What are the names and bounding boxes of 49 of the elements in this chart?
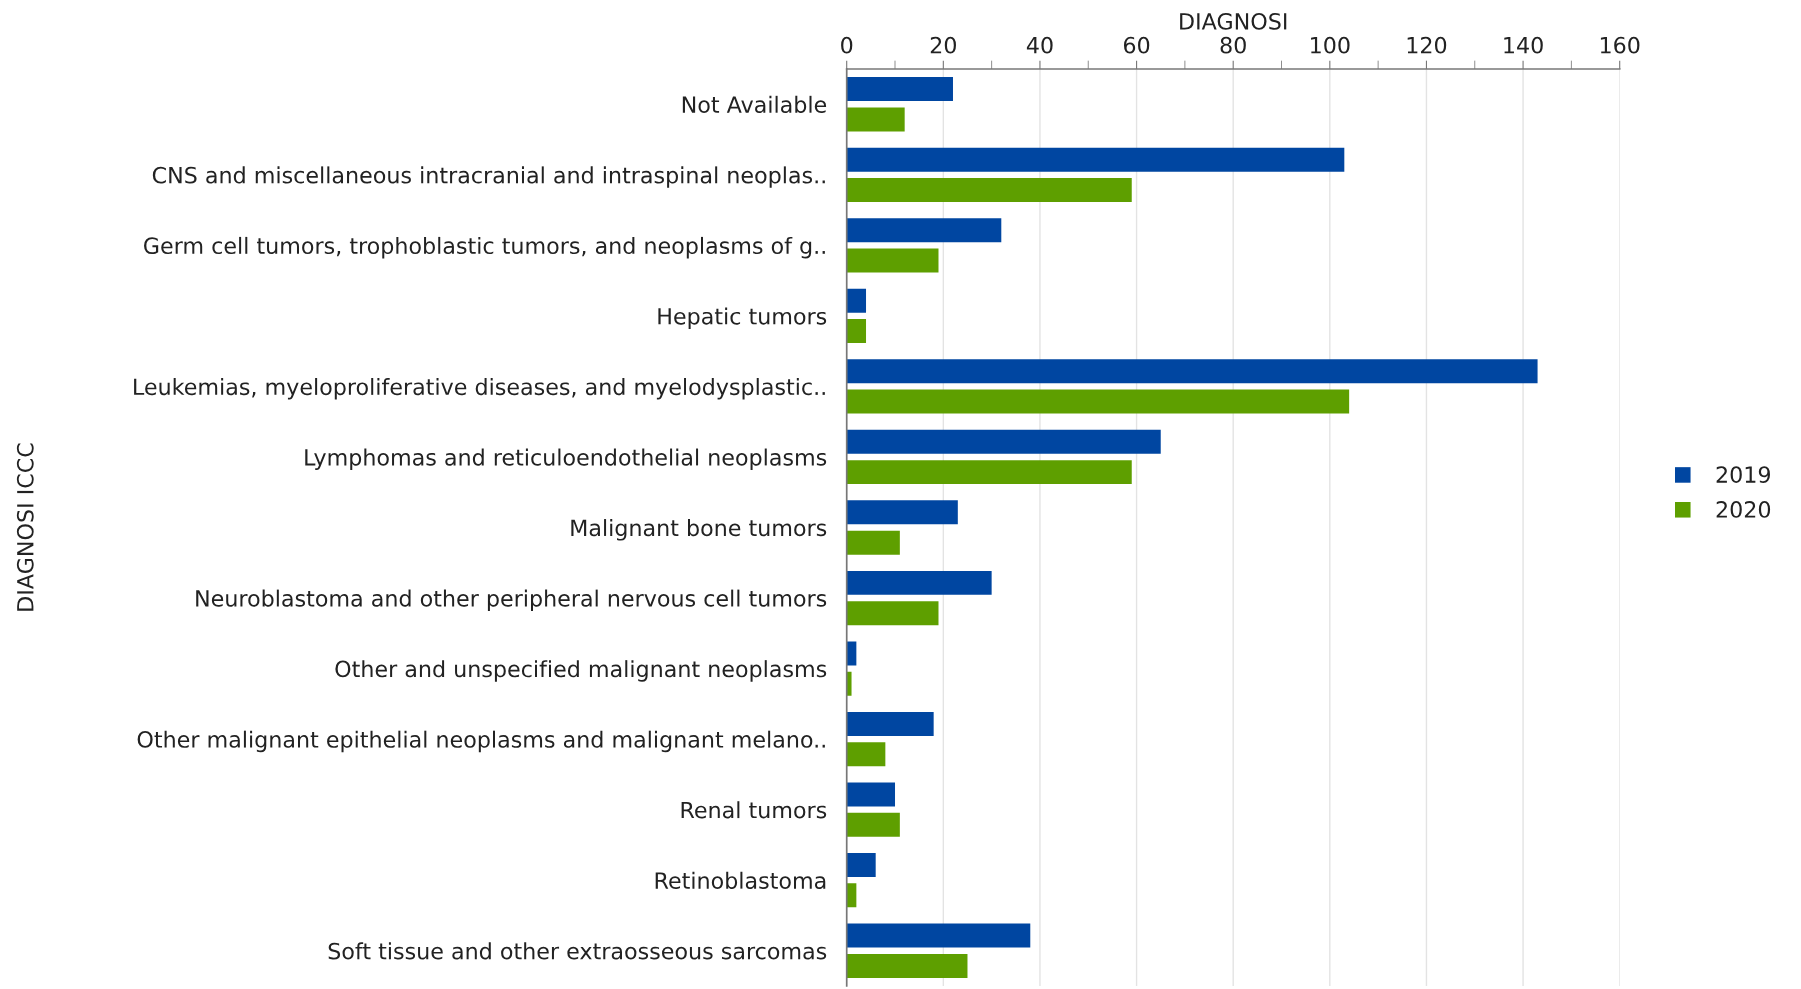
x-tick-label: 60 bbox=[1123, 36, 1150, 54]
x-tick-label: 160 bbox=[1600, 36, 1640, 54]
bar bbox=[846, 177, 1132, 202]
y-tick-label: Soft tissue and other extraosseous sarcomas bbox=[328, 942, 827, 960]
y-tick-label: CNS and miscellaneous intracranial and intraspinal neoplas.. bbox=[152, 166, 825, 188]
bar bbox=[846, 923, 1031, 948]
legend-label: 2020 bbox=[1716, 501, 1771, 518]
y-tick-label: Renal tumors bbox=[681, 801, 827, 819]
y-tick-label: Lymphomas and reticuloendothelial neoplasms bbox=[305, 448, 827, 471]
bar bbox=[846, 218, 1002, 243]
y-tick-label: Neuroblastoma and other peripheral nervous cell tumors bbox=[196, 589, 827, 612]
x-tick-label: 100 bbox=[1311, 36, 1350, 54]
y-tick-label: Other malignant epithelial neoplasms and malignant melano.. bbox=[137, 730, 825, 753]
x-tick-label: 120 bbox=[1407, 36, 1447, 54]
bar bbox=[846, 853, 876, 878]
y-axis-title: DIAGNOSI ICCC bbox=[16, 443, 34, 611]
bar bbox=[846, 782, 896, 807]
bar bbox=[846, 319, 867, 344]
y-tick-label: Malignant bone tumors bbox=[571, 519, 827, 541]
bar bbox=[846, 77, 953, 102]
y-tick-label: Hepatic tumors bbox=[658, 307, 827, 329]
bar bbox=[846, 359, 1538, 384]
bar bbox=[846, 953, 968, 978]
x-tick-label: 0 bbox=[841, 36, 853, 54]
bar bbox=[846, 147, 1345, 172]
y-tick-label: Not Available bbox=[682, 95, 827, 114]
bar bbox=[846, 601, 939, 626]
bar bbox=[846, 570, 992, 595]
x-tick-label: 40 bbox=[1026, 36, 1053, 54]
y-tick-label: Germ cell tumors, trophoblastic tumors, and neoplasms of g.. bbox=[144, 236, 825, 259]
bar bbox=[846, 107, 905, 132]
bar bbox=[846, 389, 1350, 414]
x-tick-label: 80 bbox=[1220, 36, 1246, 54]
y-tick-label: Other and unspecified malignant neoplasms bbox=[335, 660, 827, 682]
x-tick-label: 140 bbox=[1504, 36, 1543, 54]
bar bbox=[846, 500, 958, 525]
x-tick-label: 20 bbox=[930, 36, 956, 54]
bar bbox=[846, 460, 1132, 485]
x-axis-title: DIAGNOSI bbox=[1180, 12, 1287, 30]
bar bbox=[846, 288, 867, 313]
bar bbox=[846, 742, 886, 767]
bar bbox=[846, 248, 939, 273]
legend-label: 2019 bbox=[1716, 466, 1770, 484]
bar bbox=[846, 812, 900, 837]
bar bbox=[846, 530, 900, 555]
y-tick-label: Leukemias, myeloproliferative diseases, and myelodysplastic.. bbox=[134, 377, 825, 400]
bar bbox=[846, 711, 934, 736]
bar bbox=[846, 429, 1161, 454]
y-tick-label: Retinoblastoma bbox=[655, 871, 826, 889]
